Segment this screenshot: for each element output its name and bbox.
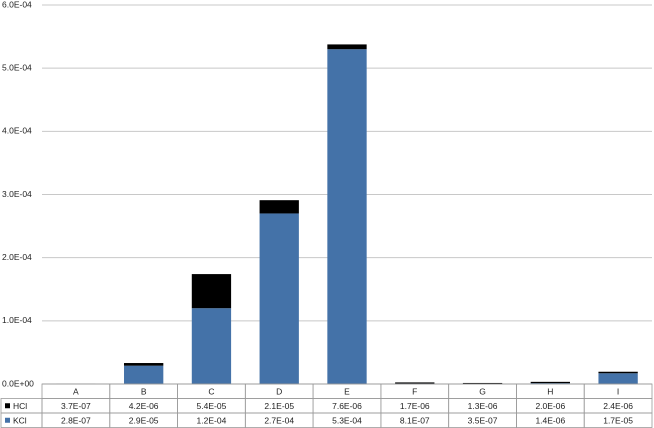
- x-tick-label: I: [617, 387, 619, 397]
- table-value: 3.7E-07: [61, 401, 91, 411]
- table-value: 2.0E-06: [535, 401, 565, 411]
- table-value: 1.7E-05: [603, 416, 633, 426]
- table-value: 8.1E-07: [400, 416, 430, 426]
- bar-segment: [395, 382, 435, 384]
- y-tick-label: 5.0E-04: [2, 62, 32, 72]
- x-tick-label: E: [344, 387, 350, 397]
- table-value: 3.5E-07: [468, 416, 498, 426]
- y-tick-label: 2.0E-04: [2, 252, 32, 262]
- legend-label: KCl: [13, 416, 27, 426]
- x-tick-label: F: [412, 387, 417, 397]
- bar-segment: [124, 363, 164, 366]
- bar-segment: [598, 371, 638, 374]
- table-value: 4.2E-06: [129, 401, 159, 411]
- table-value: 5.3E-04: [332, 416, 362, 426]
- x-tick-label: H: [547, 387, 553, 397]
- bar-segment: [124, 365, 164, 384]
- table-value: 1.3E-06: [468, 401, 498, 411]
- bar-segment: [191, 274, 232, 309]
- y-tick-label: 6.0E-04: [2, 0, 32, 9]
- legend-label: HCl: [13, 401, 27, 411]
- legend-swatch: [5, 417, 10, 423]
- x-tick-label: C: [208, 387, 214, 397]
- bar-segment: [259, 200, 299, 214]
- table-value: 1.7E-06: [400, 401, 430, 411]
- table-value: 7.6E-06: [332, 401, 362, 411]
- y-tick-label: 1.0E-04: [2, 315, 32, 325]
- y-tick-label: 4.0E-04: [2, 126, 32, 136]
- x-tick-label: D: [276, 387, 282, 397]
- table-value: 2.9E-05: [129, 416, 159, 426]
- table-value: 2.7E-04: [264, 416, 294, 426]
- table-value: 2.4E-06: [603, 401, 633, 411]
- legend-swatch: [5, 403, 10, 409]
- table-value: 2.1E-05: [264, 401, 294, 411]
- bar-segment: [327, 49, 367, 384]
- table-value: 2.8E-07: [61, 416, 91, 426]
- bar-segment: [598, 373, 638, 384]
- y-tick-label: 0.0E+00: [2, 378, 34, 388]
- bar-segment: [530, 383, 570, 384]
- bar-segment: [327, 44, 367, 50]
- bar-segment: [530, 381, 570, 384]
- x-tick-label: G: [479, 387, 486, 397]
- table-value: 5.4E-05: [197, 401, 227, 411]
- x-tick-label: B: [141, 387, 147, 397]
- y-tick-label: 3.0E-04: [2, 189, 32, 199]
- bar-segment: [191, 308, 232, 384]
- bar-segment: [462, 382, 503, 384]
- table-value: 1.4E-06: [535, 416, 565, 426]
- table-value: 1.2E-04: [197, 416, 227, 426]
- x-tick-label: A: [73, 387, 79, 397]
- bar-segment: [259, 213, 299, 384]
